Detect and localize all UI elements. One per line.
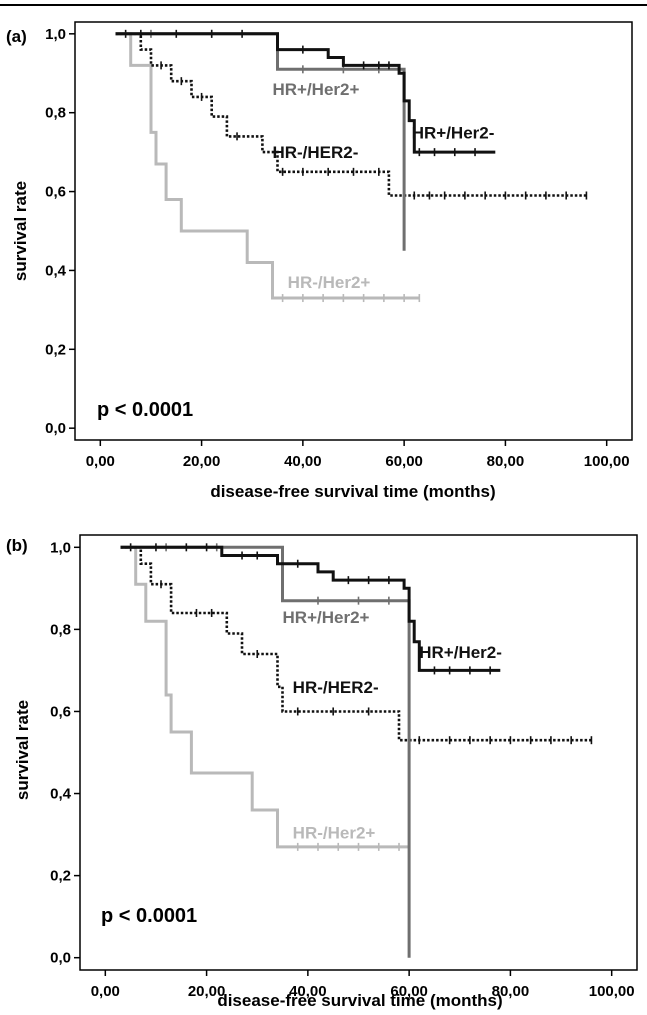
p-value-annotation: p < 0.0001 — [97, 399, 193, 421]
km-step-line — [115, 32, 420, 300]
x-tick-label: 20,00 — [183, 453, 221, 470]
series-label: HR+/Her2- — [412, 123, 495, 142]
y-axis: 0,0 0,2 0,4 0,6 0,8 1,0 — [45, 26, 75, 437]
km-curve-hr-her2 — [115, 32, 421, 303]
p-value-annotation: p < 0.0001 — [101, 905, 197, 927]
km-curve-hr-her2 — [115, 29, 496, 157]
plot-frame — [74, 21, 633, 441]
survival-chart-a: (a) 0,0 0,2 0,4 0,6 0,8 1,0 0,00 20,00 40,00 60,… — [6, 21, 633, 501]
x-axis-label: disease-free survival time (months) — [210, 482, 495, 501]
series-labels: HR-/Her2+ HR-/HER2- HR+/Her2+ HR+/Her2- — [283, 608, 502, 842]
x-tick-label: 80,00 — [492, 983, 530, 1000]
km-curve-hr-her2 — [120, 543, 411, 958]
y-axis-label: survival rate — [13, 700, 32, 800]
series-label: HR+/Her2+ — [283, 608, 370, 627]
x-tick-label: 0,00 — [86, 453, 115, 470]
x-tick-label: 40,00 — [289, 983, 327, 1000]
km-step-line — [120, 545, 411, 958]
y-axis: 0,0 0,2 0,4 0,6 0,8 1,0 — [50, 539, 80, 967]
survival-chart-b: (b) 0,0 0,2 0,4 0,6 0,8 1,0 0,00 20,00 40,00 60,… — [6, 534, 638, 1010]
header-rule — [0, 4, 647, 6]
x-axis: 0,00 20,00 40,00 60,00 80,00 100,00 — [86, 440, 630, 470]
y-tick-label: 0,2 — [50, 868, 71, 885]
x-tick-label: 60,00 — [385, 453, 423, 470]
x-tick-label: 20,00 — [188, 983, 226, 1000]
x-axis-label: disease-free survival time (months) — [217, 991, 502, 1010]
y-tick-label: 0,2 — [45, 341, 66, 358]
km-step-line — [115, 32, 587, 197]
y-tick-label: 0,6 — [45, 184, 66, 201]
y-tick-label: 0,0 — [50, 950, 71, 967]
km-step-line — [120, 546, 592, 742]
y-axis-label: survival rate — [11, 181, 30, 281]
km-curve-hr-her2 — [120, 545, 410, 851]
plot-frame — [79, 534, 638, 971]
x-tick-label: 80,00 — [487, 453, 525, 470]
y-tick-label: 0,4 — [50, 786, 72, 803]
x-tick-label: 60,00 — [390, 983, 428, 1000]
y-tick-label: 0,8 — [50, 621, 71, 638]
series-label: HR-/HER2- — [272, 143, 358, 162]
series-label: HR+/Her2- — [419, 643, 502, 662]
series-labels: HR-/Her2+ HR-/HER2- HR+/Her2+ HR+/Her2- — [272, 80, 494, 292]
x-tick-label: 40,00 — [284, 453, 322, 470]
km-curve-hr-her2 — [115, 29, 406, 251]
y-tick-label: 0,8 — [45, 105, 66, 122]
km-curve-hr-her2 — [120, 543, 593, 745]
x-tick-label: 100,00 — [584, 453, 630, 470]
km-curve-hr-her2 — [115, 29, 588, 200]
series-curves — [115, 29, 588, 303]
km-step-line — [120, 545, 410, 849]
series-label: HR-/Her2+ — [288, 273, 371, 292]
x-axis: 0,00 20,00 40,00 60,00 80,00 100,00 — [91, 970, 635, 1000]
panel-label: (b) — [6, 536, 28, 555]
y-tick-label: 1,0 — [45, 26, 66, 43]
y-tick-label: 0,0 — [45, 420, 66, 437]
panel-label: (a) — [6, 27, 27, 46]
series-label: HR+/Her2+ — [272, 80, 359, 99]
km-curve-hr-her2 — [120, 543, 501, 675]
y-tick-label: 0,4 — [45, 262, 67, 279]
x-tick-label: 0,00 — [91, 983, 120, 1000]
series-label: HR-/HER2- — [293, 678, 379, 697]
y-tick-label: 1,0 — [50, 539, 71, 556]
y-tick-label: 0,6 — [50, 703, 71, 720]
series-label: HR-/Her2+ — [293, 824, 376, 843]
x-tick-label: 100,00 — [589, 983, 635, 1000]
series-curves — [120, 543, 593, 958]
